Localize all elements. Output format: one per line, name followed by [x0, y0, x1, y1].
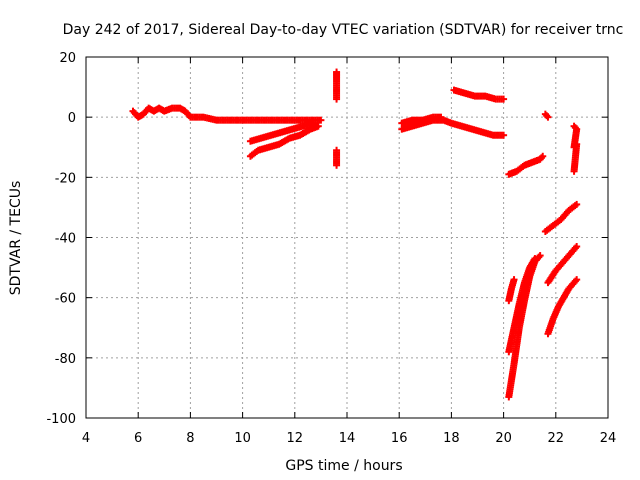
data-point-marker	[539, 152, 547, 160]
x-axis-label: GPS time / hours	[285, 458, 402, 474]
x-tick-label: 8	[186, 431, 194, 446]
y-tick-label: -80	[55, 352, 76, 367]
data-point-marker	[333, 95, 341, 103]
x-tick-label: 18	[443, 431, 460, 446]
x-tick-label: 22	[548, 431, 565, 446]
x-tick-labels: 4 6 8 10 12 14 16 18 20 22 24	[82, 431, 616, 446]
chart-title: Day 242 of 2017, Sidereal Day-to-day VTE…	[63, 22, 624, 38]
y-tick-label: -20	[55, 171, 76, 186]
plot-frame	[85, 56, 609, 419]
data-point-marker	[500, 131, 508, 139]
data-point-marker	[573, 243, 581, 251]
data-point-marker	[500, 95, 508, 103]
y-axis-label: SDTVAR / TECUs	[8, 181, 24, 296]
x-tick-label: 4	[82, 431, 90, 446]
data-points	[129, 68, 581, 401]
data-point-marker	[437, 113, 445, 121]
y-tick-label: -100	[46, 412, 76, 427]
data-point-marker	[309, 119, 317, 127]
y-tick-label: 0	[68, 111, 76, 126]
data-point-marker	[570, 167, 578, 175]
y-tick-label: -60	[55, 292, 76, 307]
x-tick-label: 24	[600, 431, 617, 446]
x-tick-label: 10	[234, 431, 251, 446]
data-point-marker	[510, 276, 518, 284]
y-tick-label: 20	[59, 51, 76, 66]
y-tick-labels: 20 0 -20 -40 -60 -80 -100	[46, 51, 76, 427]
x-tick-label: 14	[339, 431, 356, 446]
data-point-marker	[573, 276, 581, 284]
data-point-marker	[314, 122, 322, 130]
x-tick-label: 12	[287, 431, 304, 446]
data-point-marker	[544, 113, 552, 121]
data-point-marker	[317, 116, 325, 124]
y-tick-label: -40	[55, 232, 76, 247]
data-point-marker	[333, 161, 341, 169]
x-tick-label: 20	[495, 431, 512, 446]
data-point-marker	[573, 200, 581, 208]
data-point-marker	[536, 252, 544, 260]
x-tick-label: 16	[391, 431, 408, 446]
x-tick-label: 6	[134, 431, 142, 446]
